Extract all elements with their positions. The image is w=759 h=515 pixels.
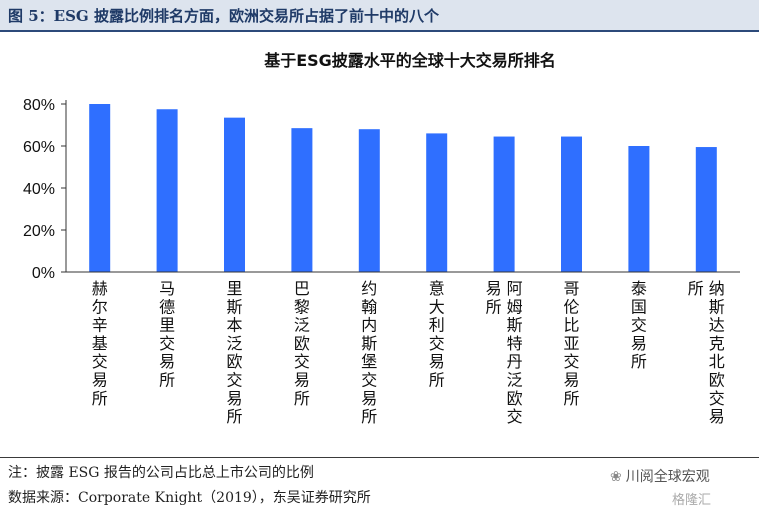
bar	[426, 133, 448, 272]
watermark: ❀ 川阅全球宏观	[610, 466, 710, 486]
bar-chart: 基于ESG披露水平的全球十大交易所排名 0% 20% 40% 60% 80% 赫尔辛基交…	[23, 51, 740, 426]
x-tick-label: 马德里交易所	[159, 279, 175, 390]
x-tick-label: 巴黎泛欧交易所	[294, 279, 310, 408]
bar	[156, 109, 178, 272]
x-tick-label: 阿姆斯特丹泛欧交	[507, 279, 523, 426]
x-tick-label: 泰国交易所	[631, 279, 647, 371]
bar	[358, 129, 380, 272]
y-tick-label: 20%	[23, 223, 55, 240]
y-tick-label: 40%	[23, 181, 55, 198]
y-tick-label: 0%	[32, 265, 55, 282]
y-tick-label: 60%	[23, 139, 55, 156]
bar	[561, 136, 582, 272]
x-tick-label: 易所	[486, 279, 502, 316]
wechat-icon: ❀	[610, 469, 622, 485]
chart-title: 基于ESG披露水平的全球十大交易所排名	[263, 51, 556, 70]
bars-group	[89, 104, 717, 273]
y-axis: 0% 20% 40% 60% 80%	[23, 97, 67, 282]
bar	[695, 147, 717, 272]
watermark-secondary: 格隆汇	[672, 489, 711, 508]
x-tick-label: 约翰内斯堡交易所	[361, 279, 377, 426]
figure-header: 图 5：ESG 披露比例排名方面，欧洲交易所占据了前十中的八个	[0, 0, 759, 30]
x-tick-label: 所	[688, 279, 704, 298]
bar	[493, 136, 515, 272]
x-tick-label: 意大利交易所	[429, 279, 445, 390]
x-axis: 赫尔辛基交易所 马德里交易所 里斯本泛欧交易所 巴黎泛欧交易所 约翰内斯堡交易所 意大利交…	[66, 271, 740, 426]
y-tick-label: 80%	[23, 97, 55, 114]
footer-rule	[0, 457, 759, 458]
source-note: 数据来源：Corporate Knight（2019），东吴证券研究所	[8, 490, 371, 506]
bar	[224, 117, 245, 273]
watermark-text: 川阅全球宏观	[625, 469, 710, 485]
x-tick-label: 哥伦比亚交易所	[563, 279, 579, 408]
figure-title: 图 5：ESG 披露比例排名方面，欧洲交易所占据了前十中的八个	[8, 7, 439, 25]
bar	[628, 146, 650, 272]
x-tick-label: 纳斯达克北欧交易	[709, 279, 725, 426]
header-rule	[0, 30, 759, 32]
bar	[89, 104, 111, 272]
watermark-text-secondary: 格隆汇	[672, 493, 712, 508]
footnote: 注：披露 ESG 报告的公司占比总上市公司的比例	[8, 465, 314, 481]
bar	[291, 128, 313, 272]
x-tick-label: 赫尔辛基交易所	[92, 279, 108, 408]
x-tick-label: 里斯本泛欧交易所	[226, 279, 242, 426]
